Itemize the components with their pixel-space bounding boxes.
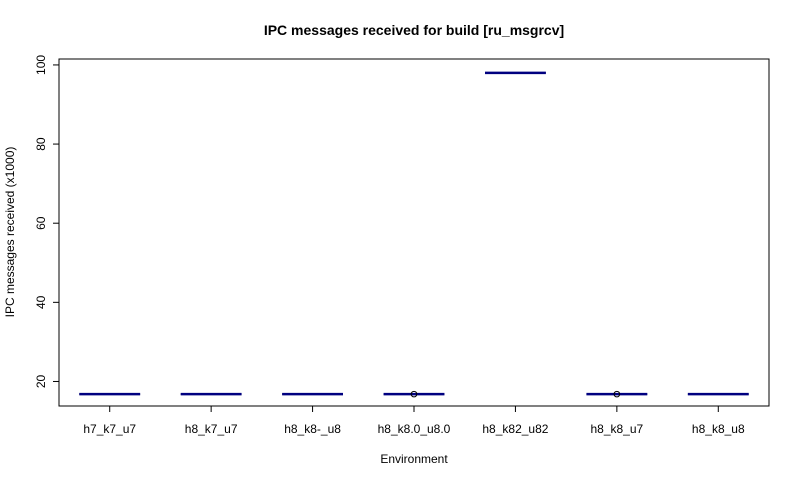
x-tick-label: h8_k8_u8: [692, 422, 745, 436]
x-axis: h7_k7_u7 h8_k7_u7 h8_k8-_u8 h8_k8.0_u8.0 h8_…: [83, 405, 745, 436]
x-tick-label: h8_k8_u7: [590, 422, 643, 436]
boxplot-marks: [79, 71, 749, 398]
x-tick-label: h7_k7_u7: [83, 422, 136, 436]
outlier-point: [613, 390, 621, 398]
y-axis: 20 40 60 80 100: [34, 55, 60, 388]
x-axis-label: Environment: [380, 452, 448, 466]
x-tick-label: h8_k82_u82: [482, 422, 548, 436]
outlier-point: [410, 390, 418, 398]
x-tick-label: h8_k7_u7: [185, 422, 238, 436]
x-tick-label: h8_k8-_u8: [284, 422, 341, 436]
y-tick-label: 80: [34, 137, 48, 151]
chart-title: IPC messages received for build [ru_msgr…: [264, 22, 564, 38]
y-axis-label: IPC messages received (x1000): [3, 147, 17, 318]
y-tick-label: 100: [34, 55, 48, 75]
y-tick-label: 20: [34, 374, 48, 388]
y-tick-label: 40: [34, 295, 48, 309]
y-tick-label: 60: [34, 216, 48, 230]
plot-frame: [58, 58, 770, 407]
x-tick-label: h8_k8.0_u8.0: [378, 422, 451, 436]
